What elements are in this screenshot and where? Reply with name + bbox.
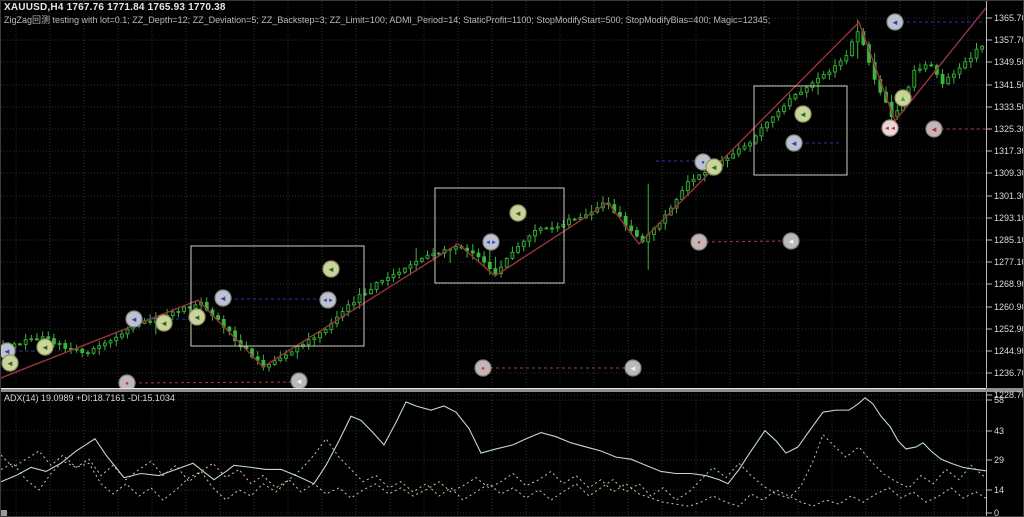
svg-text:◄: ◄: [799, 110, 807, 119]
price-axis[interactable]: 1365.70 1357.70 1349.50 1341.50 1333.50 1325.…: [986, 1, 1024, 517]
grid: [1, 1, 986, 516]
svg-text:◄: ◄: [219, 294, 227, 303]
trade-marker-buy[interactable]: ◄: [794, 105, 812, 123]
axis-label: 1260.90: [994, 302, 1024, 312]
axis-label: 1244.90: [994, 346, 1024, 356]
svg-text:◄: ◄: [930, 125, 938, 134]
trade-marker-buy[interactable]: ◄: [155, 314, 173, 332]
trade-marker-buy[interactable]: ◄: [509, 204, 527, 222]
axis-label: 1317.30: [994, 146, 1024, 156]
svg-text:◄: ◄: [790, 139, 798, 148]
svg-text:●: ●: [481, 366, 485, 372]
axis-label: 29: [994, 455, 1004, 465]
svg-text:◄►: ◄►: [485, 240, 497, 246]
trade-marker-sell-blue[interactable]: ◄: [785, 134, 803, 152]
analysis-rectangle[interactable]: [190, 245, 365, 347]
svg-text:◄: ◄: [787, 237, 795, 246]
axis-label: 1325.30: [994, 124, 1024, 134]
axis-label: 1236.70: [994, 368, 1024, 378]
axis-label: 1228.70: [994, 390, 1024, 400]
svg-text:◄: ◄: [193, 313, 201, 322]
trade-marker-sell-blue[interactable]: ◄: [886, 13, 904, 31]
trade-marker-buy[interactable]: ◄: [705, 158, 723, 176]
axis-label: 1277.10: [994, 257, 1024, 267]
trade-marker-red-left[interactable]: ◄: [925, 120, 943, 138]
trade-marker-close-white[interactable]: ◄: [290, 372, 308, 390]
axis-label: 1268.90: [994, 279, 1024, 289]
svg-text:◄: ◄: [160, 319, 168, 328]
trade-marker-double-red[interactable]: ◄◄: [881, 119, 899, 137]
trade-marker-double-blue[interactable]: ◄►: [319, 291, 337, 309]
svg-text:●: ●: [701, 160, 705, 166]
candles: [1, 19, 985, 372]
adx-lines: [1, 397, 986, 507]
analysis-rectangle[interactable]: [753, 85, 848, 176]
svg-text:●: ●: [125, 381, 129, 387]
svg-text:◄►: ◄►: [322, 298, 334, 304]
axis-label: 1301.30: [994, 191, 1024, 201]
trade-marker-double-blue[interactable]: ◄►: [482, 233, 500, 251]
scrollbar-corner: [1, 510, 7, 516]
svg-text:◄: ◄: [891, 18, 899, 27]
trade-marker-close-white[interactable]: ◄: [624, 359, 642, 377]
svg-text:◄◄: ◄◄: [884, 126, 896, 132]
axis-label: 1357.70: [994, 35, 1024, 45]
zigzag-line[interactable]: [1, 1, 993, 379]
svg-text:◄: ◄: [3, 347, 11, 356]
trade-marker-sell-blue[interactable]: ◄: [125, 310, 143, 328]
trade-marker-buy[interactable]: ◄: [1, 354, 19, 372]
axis-label: 58: [994, 395, 1004, 405]
svg-text:◄: ◄: [629, 364, 637, 373]
svg-text:◄: ◄: [514, 209, 522, 218]
trade-marker-close-white[interactable]: ◄: [782, 232, 800, 250]
axis-label: 0: [994, 508, 999, 517]
axis-label: 1309.30: [994, 168, 1024, 178]
svg-text:▲: ▲: [899, 94, 907, 103]
trade-marker-buy[interactable]: ◄: [188, 308, 206, 326]
axis-label: 14: [994, 485, 1004, 495]
svg-text:◄: ◄: [327, 265, 335, 274]
trade-marker-buy[interactable]: ◄: [36, 338, 54, 356]
axis-label: 1365.70: [994, 13, 1024, 23]
subwindow-separator[interactable]: [1, 388, 1024, 392]
axis-label: 1285.10: [994, 235, 1024, 245]
svg-text:◄: ◄: [710, 163, 718, 172]
trade-marker-buy[interactable]: ◄: [322, 260, 340, 278]
trade-marker-sell-blue[interactable]: ◄: [214, 289, 232, 307]
trade-marker-red-dot[interactable]: ●: [474, 359, 492, 377]
svg-text:◄: ◄: [130, 315, 138, 324]
axis-label: 43: [994, 426, 1004, 436]
axis-label: 1349.50: [994, 57, 1024, 67]
axis-label: 1293.10: [994, 213, 1024, 223]
svg-text:◄: ◄: [6, 359, 14, 368]
axis-label: 1333.50: [994, 102, 1024, 112]
trade-marker-green-up[interactable]: ▲: [894, 89, 912, 107]
svg-text:◄: ◄: [295, 377, 303, 386]
svg-text:●: ●: [697, 240, 701, 246]
axis-label: 1341.50: [994, 80, 1024, 90]
axis-label: 1252.90: [994, 324, 1024, 334]
trade-marker-red-dot[interactable]: ●: [690, 233, 708, 251]
svg-text:◄: ◄: [41, 343, 49, 352]
analysis-rectangle[interactable]: [434, 187, 565, 284]
